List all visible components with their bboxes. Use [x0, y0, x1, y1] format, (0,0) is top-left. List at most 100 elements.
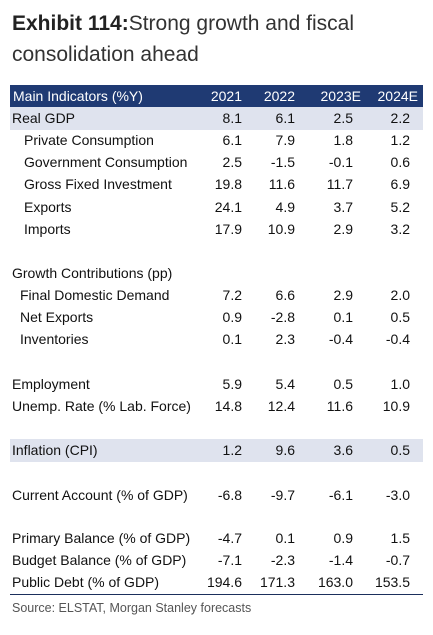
header-2022: 2022: [263, 88, 295, 104]
cell: 11.6: [326, 398, 353, 414]
row-label: Unemp. Rate (% Lab. Force): [12, 398, 191, 414]
cell: 7.9: [275, 132, 295, 148]
cell: 9.6: [275, 442, 295, 458]
cell: 3.6: [333, 442, 353, 458]
cell: -0.1: [328, 154, 353, 170]
cell: 0.6: [390, 154, 410, 170]
table-row: Budget Balance (% of GDP) -7.1 -2.3 -1.4…: [10, 551, 423, 571]
cell: 0.5: [333, 376, 353, 392]
cell: -1.4: [328, 552, 353, 568]
cell: 8.1: [222, 110, 242, 126]
cell: 194.6: [206, 574, 242, 590]
table-header: Main Indicators (%Y) 2021 2022 2023E 202…: [10, 85, 423, 107]
row-label: Net Exports: [20, 309, 94, 325]
cell: 3.7: [333, 199, 353, 215]
cell: -6.8: [217, 487, 242, 503]
row-label: Gross Fixed Investment: [24, 176, 172, 192]
table-row: Public Debt (% of GDP) 194.6 171.3 163.0…: [10, 573, 423, 593]
row-label: Real GDP: [12, 110, 76, 126]
table-row: Private Consumption 6.1 7.9 1.8 1.2: [10, 131, 423, 151]
highlight-band-real-gdp: [10, 107, 423, 130]
exhibit-number: Exhibit 114:: [12, 12, 129, 35]
header-2021: 2021: [210, 88, 242, 104]
cell: -0.4: [385, 331, 410, 347]
cell: -3.0: [385, 487, 410, 503]
cell: 6.6: [275, 287, 295, 303]
cell: 0.1: [222, 331, 242, 347]
cell: 24.1: [214, 199, 242, 215]
cell: -2.3: [270, 552, 295, 568]
row-label: Budget Balance (% of GDP): [12, 552, 187, 568]
cell: -0.4: [328, 331, 353, 347]
cell: -9.7: [270, 487, 295, 503]
cell: 2.2: [390, 110, 410, 126]
cell: 0.9: [333, 530, 353, 546]
row-label: Final Domestic Demand: [20, 287, 170, 303]
table-row: Inflation (CPI) 1.2 9.6 3.6 0.5: [10, 441, 423, 461]
cell: -2.8: [270, 309, 295, 325]
cell: 1.0: [390, 376, 410, 392]
cell: 2.9: [333, 287, 353, 303]
cell: 12.4: [267, 398, 295, 414]
row-label: Government Consumption: [24, 154, 188, 170]
cell: 5.9: [222, 376, 242, 392]
table-row: Gross Fixed Investment 19.8 11.6 11.7 6.…: [10, 175, 423, 195]
header-label: Main Indicators (%Y): [13, 88, 143, 104]
cell: 153.5: [374, 574, 410, 590]
cell: 6.1: [275, 110, 295, 126]
exhibit-title: Exhibit 114:Strong growth and fiscal con…: [12, 8, 422, 70]
source-note: Source: ELSTAT, Morgan Stanley forecasts: [12, 601, 252, 615]
cell: -7.1: [217, 552, 242, 568]
cell: -4.7: [217, 530, 242, 546]
row-label: Primary Balance (% of GDP): [12, 530, 191, 546]
cell: -1.5: [270, 154, 295, 170]
cell: 0.1: [275, 530, 295, 546]
cell: 6.9: [390, 176, 410, 192]
table-bottom-rule: [10, 594, 423, 595]
table-row: Current Account (% of GDP) -6.8 -9.7 -6.…: [10, 486, 423, 506]
cell: 3.2: [390, 221, 410, 237]
row-label: Employment: [12, 376, 90, 392]
cell: 2.0: [390, 287, 410, 303]
cell: 163.0: [317, 574, 353, 590]
row-label: Private Consumption: [24, 132, 154, 148]
row-label: Public Debt (% of GDP): [12, 574, 160, 590]
table-row: Imports 17.9 10.9 2.9 3.2: [10, 220, 423, 240]
cell: 10.9: [267, 221, 295, 237]
header-2023e: 2023E: [320, 88, 361, 104]
table-row: Real GDP 8.1 6.1 2.5 2.2: [10, 109, 423, 129]
cell: 10.9: [382, 398, 410, 414]
table-row: Primary Balance (% of GDP) -4.7 0.1 0.9 …: [10, 529, 423, 549]
cell: 17.9: [214, 221, 242, 237]
cell: 1.8: [333, 132, 353, 148]
cell: 6.1: [222, 132, 242, 148]
cell: 2.5: [333, 110, 353, 126]
cell: 0.5: [390, 442, 410, 458]
row-label: Current Account (% of GDP): [12, 487, 188, 503]
cell: 2.9: [333, 221, 353, 237]
cell: 5.2: [390, 199, 410, 215]
cell: 4.9: [275, 199, 295, 215]
section-heading: Growth Contributions (pp): [12, 265, 173, 281]
table-row: Exports 24.1 4.9 3.7 5.2: [10, 198, 423, 218]
table-row: Final Domestic Demand 7.2 6.6 2.9 2.0: [10, 286, 423, 306]
section-heading-row: Growth Contributions (pp): [10, 264, 423, 284]
row-label: Imports: [24, 221, 71, 237]
table-row: Employment 5.9 5.4 0.5 1.0: [10, 375, 423, 395]
cell: 0.1: [333, 309, 353, 325]
cell: 5.4: [275, 376, 295, 392]
cell: -0.7: [385, 552, 410, 568]
cell: 171.3: [259, 574, 295, 590]
cell: 1.2: [390, 132, 410, 148]
cell: 1.5: [390, 530, 410, 546]
table-row: Government Consumption 2.5 -1.5 -0.1 0.6: [10, 153, 423, 173]
cell: 2.3: [275, 331, 295, 347]
cell: 1.2: [222, 442, 242, 458]
row-label: Inflation (CPI): [12, 442, 98, 458]
cell: 11.7: [326, 176, 353, 192]
table-row: Net Exports 0.9 -2.8 0.1 0.5: [10, 308, 423, 328]
exhibit-title-text: Strong growth and fiscal consolidation a…: [12, 12, 355, 66]
cell: 14.8: [214, 398, 242, 414]
cell: 19.8: [214, 176, 242, 192]
